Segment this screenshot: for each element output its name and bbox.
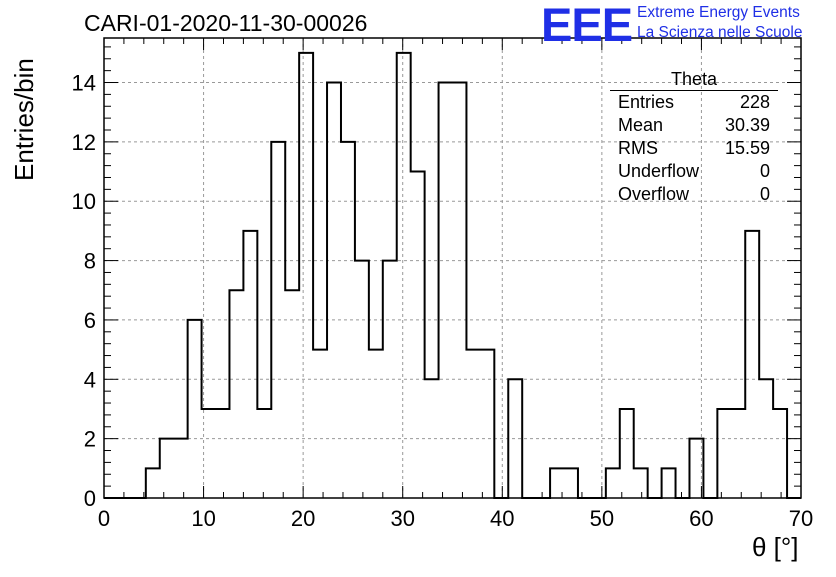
histogram-bin: [313, 350, 327, 498]
x-axis-label: θ [°]: [752, 532, 799, 562]
x-tick-label: 30: [390, 506, 414, 531]
stats-label: Mean: [618, 115, 664, 135]
histogram-bin: [773, 409, 787, 498]
stats-value: 228: [739, 92, 770, 112]
histogram-bin: [285, 290, 299, 498]
histogram-bin: [327, 83, 341, 498]
stats-label: Underflow: [618, 161, 700, 181]
histogram-bin: [466, 350, 480, 498]
histogram-bin: [229, 290, 243, 498]
stats-value: 15.59: [724, 138, 770, 158]
stats-box: Theta Entries 228 Mean 30.39 RMS 15.59 U…: [610, 70, 778, 206]
stats-row-underflow: Underflow 0: [610, 160, 778, 183]
x-tick-label: 0: [98, 506, 110, 531]
chart-title: CARI-01-2020-11-30-00026: [84, 10, 368, 36]
plot-frame: [103, 37, 802, 499]
histogram-bin: [243, 231, 257, 498]
y-tick-label: 0: [84, 486, 96, 511]
x-tick-label: 10: [191, 506, 215, 531]
histogram-outline: [104, 51, 801, 499]
histogram-bin: [397, 53, 411, 498]
histogram-bin: [606, 468, 620, 498]
histogram-bin: [299, 53, 313, 498]
y-axis-label: Entries/bin: [9, 58, 39, 181]
y-tick-label: 12: [72, 130, 96, 155]
x-tick-label: 60: [689, 506, 713, 531]
x-tick-label: 20: [291, 506, 315, 531]
histogram-bin: [439, 83, 453, 498]
histogram-bin: [662, 468, 676, 498]
stats-row-overflow: Overflow 0: [610, 183, 778, 206]
x-tick-label: 40: [490, 506, 514, 531]
stats-label: RMS: [618, 138, 658, 158]
stats-value: 0: [759, 161, 770, 181]
y-tick-label: 10: [72, 189, 96, 214]
histogram-bin: [216, 409, 230, 498]
logo-caption-line2: La Scienza nelle Scuole: [637, 24, 803, 41]
histogram-bin: [257, 409, 271, 498]
histogram-bin: [369, 350, 383, 498]
x-tick-label: 70: [789, 506, 813, 531]
histogram-bin: [634, 468, 648, 498]
stats-row-mean: Mean 30.39: [610, 114, 778, 137]
histogram-bin: [480, 350, 494, 498]
y-tick-label: 8: [84, 249, 96, 274]
histogram-bin: [564, 468, 578, 498]
stats-row-rms: RMS 15.59: [610, 137, 778, 160]
histogram-bin: [453, 83, 467, 498]
logo-caption-line1: Extreme Energy Events: [637, 4, 800, 21]
histogram-bin: [717, 409, 731, 498]
logo-caption: Extreme Energy Events La Scienza nelle S…: [637, 3, 802, 43]
histogram-bin: [745, 231, 759, 498]
stats-row-entries: Entries 228: [610, 91, 778, 114]
histogram-bin: [174, 439, 188, 498]
stats-value: 30.39: [724, 115, 770, 135]
stats-value: 0: [759, 184, 770, 204]
x-tick-label: 50: [590, 506, 614, 531]
stats-box-title: Theta: [610, 70, 778, 91]
stats-label: Entries: [618, 92, 675, 112]
histogram-bin: [160, 439, 174, 498]
histogram-bin: [411, 172, 425, 498]
y-tick-label: 4: [84, 367, 96, 392]
histogram-bin: [146, 468, 160, 498]
histogram-bin: [731, 409, 745, 498]
y-tick-label: 6: [84, 308, 96, 333]
eee-logo: EEE: [541, 0, 633, 51]
histogram-bin: [620, 409, 634, 498]
y-tick-label: 2: [84, 427, 96, 452]
histogram-bin: [188, 320, 202, 498]
y-tick-label: 14: [72, 71, 96, 96]
stats-label: Overflow: [618, 184, 690, 204]
